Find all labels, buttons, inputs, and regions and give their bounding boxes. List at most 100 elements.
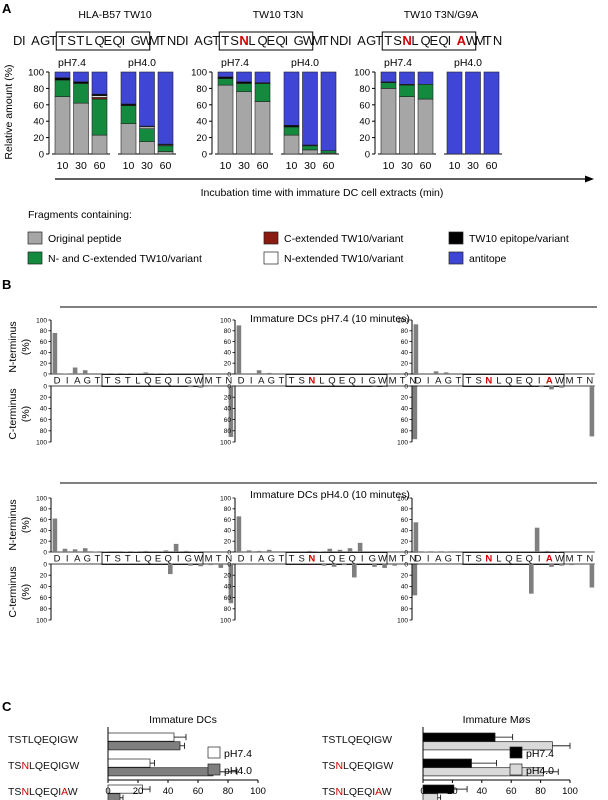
y-tick-label: 80 <box>224 428 232 435</box>
residue-letter: G <box>369 376 376 387</box>
stability-bar <box>422 758 472 768</box>
y-tick-label: 20 <box>40 361 48 368</box>
sequence-letter: A <box>31 33 40 48</box>
sequence-letter: A <box>357 33 366 48</box>
sequence-letter: G <box>203 33 214 48</box>
category-letter: T <box>335 734 342 746</box>
epitope-box <box>285 552 388 565</box>
time-tick-label: 10 <box>57 160 69 172</box>
residue-letter: G <box>445 554 452 565</box>
y-tick-label: 100 <box>397 439 408 446</box>
residue-letter: M <box>389 376 397 387</box>
y-tick-label: 0 <box>202 150 207 161</box>
sequence-letter: Q <box>113 33 124 48</box>
n-terminus-bar <box>357 542 363 552</box>
c-terminus-bar <box>392 564 397 566</box>
residue-letter: T <box>456 376 462 387</box>
residue-letter: M <box>566 376 574 387</box>
x-tick-label: 0 <box>420 786 425 797</box>
time-tick-label: 60 <box>160 160 172 172</box>
category-label: TSNLQEQIGW <box>322 760 393 772</box>
residue-letter: G <box>369 554 376 565</box>
sequence-letter: I <box>448 33 452 48</box>
legend-swatch <box>509 763 523 776</box>
stacked-bar-segment <box>254 83 271 102</box>
y-tick-label: 20 <box>224 539 232 546</box>
residue-letter: M <box>205 376 213 387</box>
legend-label: C-extended TW10/variant <box>284 233 404 245</box>
category-letter: Q <box>35 786 43 798</box>
residue-letter: I <box>66 376 69 387</box>
time-tick-label: 10 <box>123 160 135 172</box>
y-tick-label: 80 <box>224 506 232 513</box>
stacked-bar-segment <box>217 84 234 155</box>
legend-swatch <box>207 763 221 776</box>
residue-letter: A <box>435 554 442 565</box>
stacked-bar-segment <box>236 83 252 92</box>
y-tick-label: 80 <box>401 428 409 435</box>
stability-bar <box>107 732 175 742</box>
n-terminus-bar <box>347 548 353 552</box>
stacked-bar-segment <box>54 96 71 155</box>
epitope-box <box>101 374 204 387</box>
residue-letter: D <box>415 554 422 565</box>
category-letter: L <box>29 786 35 798</box>
category-letter: G <box>60 734 68 746</box>
c-terminus-bar <box>228 386 234 437</box>
residue-letter: W <box>378 554 387 565</box>
residue-letter: S <box>475 376 481 387</box>
residue-letter: D <box>238 376 245 387</box>
residue-letter: W <box>194 554 203 565</box>
y-tick-label: 20 <box>359 133 370 144</box>
category-letter: T <box>21 734 28 746</box>
y-tick-label: 40 <box>224 528 232 535</box>
category-letter: E <box>357 760 364 772</box>
y-tick-label: 80 <box>224 606 232 613</box>
y-tick-label: 100 <box>397 495 408 502</box>
y-tick-label: 0 <box>227 371 231 378</box>
sequence-letter: I <box>22 33 26 48</box>
residue-letter: E <box>339 554 345 565</box>
residue-letter: L <box>319 376 324 387</box>
sequence-letter: N <box>330 33 340 48</box>
stability-title: Immature Møs <box>463 714 531 726</box>
y-tick-label: 100 <box>354 68 370 79</box>
residue-letter: I <box>361 376 364 387</box>
residue-letter: N <box>409 554 416 565</box>
residue-letter: E <box>155 376 161 387</box>
stacked-bar-segment <box>73 71 89 83</box>
n-terminus-bar <box>534 527 540 552</box>
legend-label: pH7.4 <box>224 748 252 760</box>
stacked-bar-segment <box>73 102 89 155</box>
y-tick-label: 40 <box>401 584 409 591</box>
residue-letter: N <box>308 554 315 565</box>
stability-chart-0: Immature DCsTSTLQEQIGWTSNLQEQIGWTSNLQEQI… <box>8 714 238 800</box>
y-tick-label: 20 <box>401 539 409 546</box>
stacked-bar-segment <box>380 88 397 155</box>
x-tick-label: 40 <box>477 786 488 797</box>
residue-letter: I <box>427 376 430 387</box>
y-tick-label: 40 <box>224 584 232 591</box>
residue-letter: Q <box>525 376 532 387</box>
c-terminus-bar <box>321 564 327 566</box>
category-letter: Q <box>34 734 42 746</box>
legend-label: N-extended TW10/variant <box>284 253 404 265</box>
y-tick-label: 0 <box>365 150 370 161</box>
epitope-box <box>285 374 388 387</box>
ph-label: pH7.4 <box>384 57 412 69</box>
stability-legend-1: pH7.4 pH4.0 <box>509 746 554 777</box>
peptide-title: HLA-B57 TW10 <box>78 9 151 21</box>
y-tick-label: 20 <box>40 539 48 546</box>
residue-letter: M <box>389 554 397 565</box>
stacked-bar-segment <box>139 71 155 127</box>
stacked-bar-segment <box>120 105 137 124</box>
sequence-letter: M <box>149 33 160 48</box>
y-tick-label: 100 <box>36 617 47 624</box>
residue-letter: Q <box>505 376 512 387</box>
legend-label: N- and C-extended TW10/variant <box>48 253 202 265</box>
c-terminus-bar <box>589 386 595 437</box>
stacked-bar-segment <box>283 126 300 136</box>
